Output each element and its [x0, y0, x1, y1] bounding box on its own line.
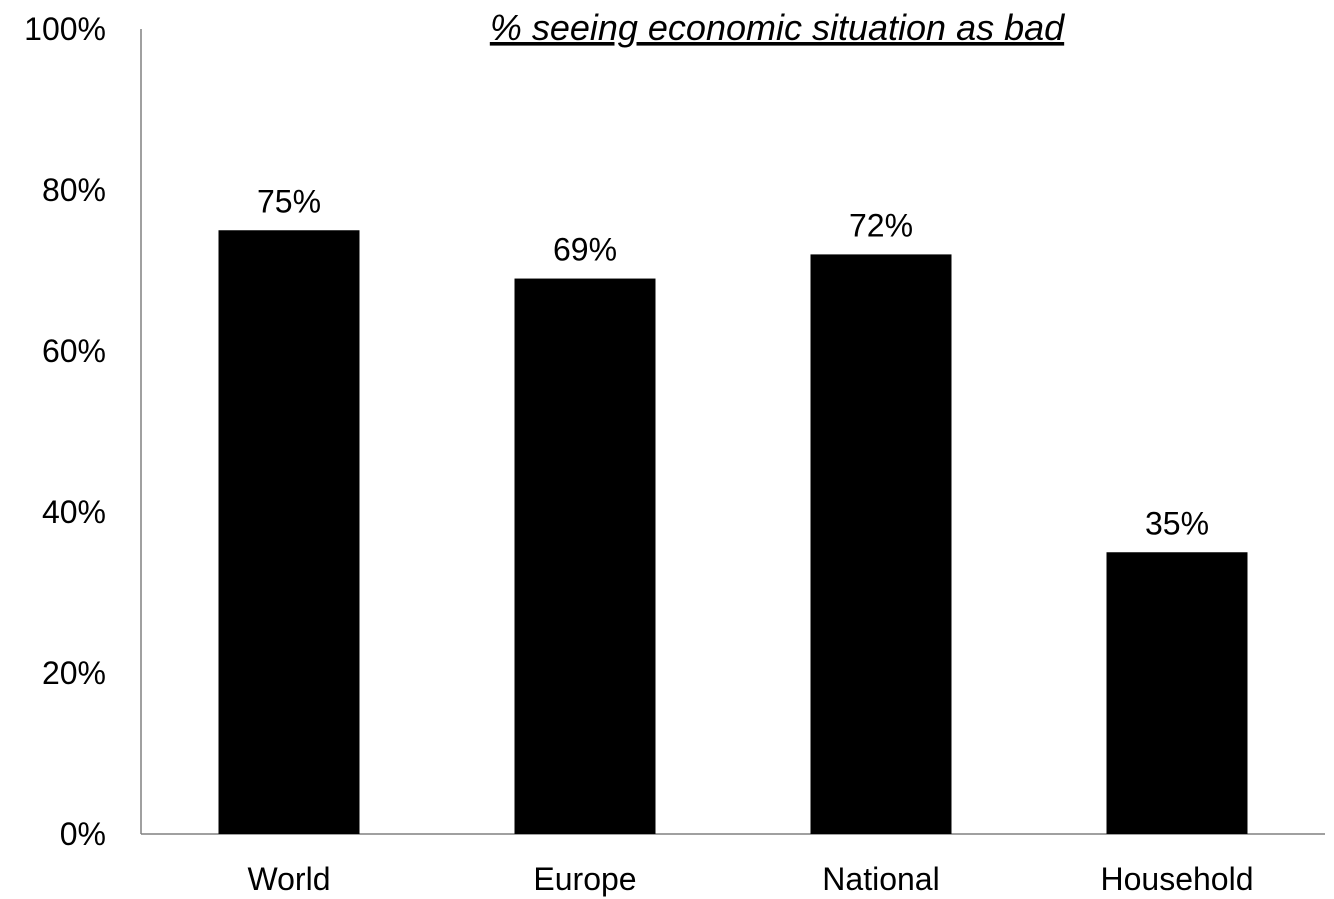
- data-label: 75%: [257, 183, 321, 219]
- x-axis: World Europe National Household: [141, 833, 1325, 897]
- data-label: 72%: [849, 207, 913, 243]
- x-tick-label: Household: [1101, 861, 1254, 897]
- y-tick-label: 20%: [42, 655, 106, 691]
- x-tick-label: Europe: [533, 861, 636, 897]
- y-tick-label: 60%: [42, 333, 106, 369]
- y-tick-label: 100%: [24, 11, 106, 47]
- y-axis: 0% 20% 40% 60% 80% 100%: [24, 11, 142, 852]
- bar: [1106, 552, 1248, 834]
- y-tick-label: 80%: [42, 172, 106, 208]
- data-labels: 75% 69% 72% 35%: [257, 183, 1209, 541]
- data-label: 69%: [553, 232, 617, 268]
- bar: [218, 230, 360, 834]
- bar: [514, 278, 656, 834]
- data-label: 35%: [1145, 505, 1209, 541]
- chart-title: % seeing economic situation as bad: [490, 7, 1065, 48]
- x-tick-label: World: [248, 861, 331, 897]
- y-tick-label: 40%: [42, 494, 106, 530]
- bars: [218, 230, 1248, 834]
- y-tick-label: 0%: [60, 816, 106, 852]
- bar: [810, 254, 952, 834]
- x-tick-label: National: [822, 861, 939, 897]
